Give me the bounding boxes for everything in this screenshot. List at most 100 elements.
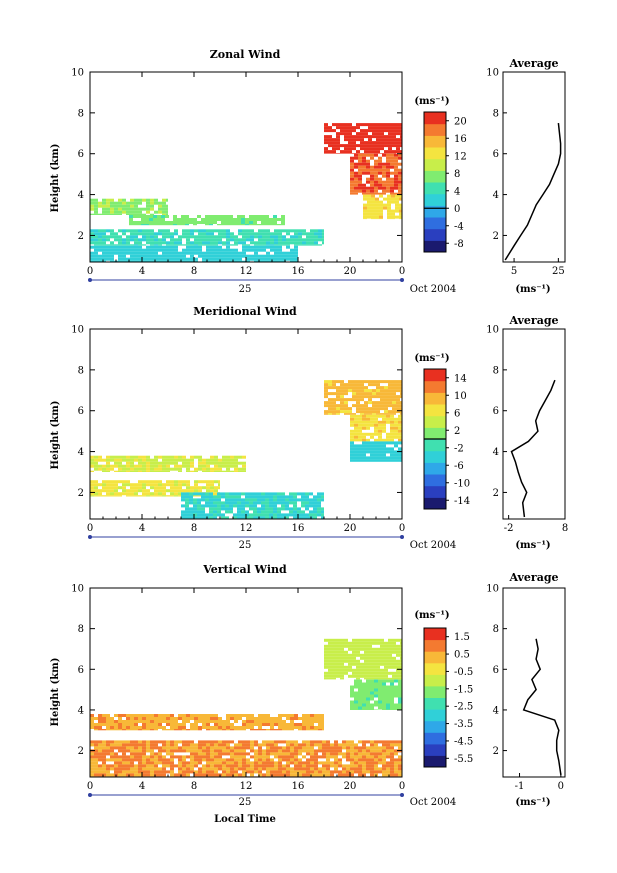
- heatmap-cell: [193, 504, 197, 508]
- heatmap-cell: [149, 224, 153, 226]
- heatmap-cell: [213, 510, 217, 514]
- heatmap-cell: [298, 770, 302, 774]
- heatmap-cell: [134, 470, 138, 472]
- heatmap-cell: [388, 659, 392, 663]
- heatmap-cell: [262, 743, 266, 747]
- heatmap-cell: [182, 251, 186, 255]
- heatmap-cell: [226, 767, 230, 771]
- heatmap-cell: [370, 749, 374, 753]
- heatmap-cell: [158, 720, 162, 723]
- vertical-wind-panel: Vertical Wind Height (km) Average (ms⁻¹)…: [50, 563, 566, 825]
- heatmap-cell: [246, 229, 250, 233]
- heatmap-cell: [350, 186, 354, 190]
- heatmap-cell: [118, 235, 122, 239]
- heatmap-cell: [258, 254, 262, 258]
- heatmap-cell: [182, 755, 186, 759]
- heatmap-cell: [226, 254, 230, 258]
- heatmap-cell: [138, 770, 142, 774]
- heatmap-cell: [274, 729, 278, 731]
- heatmap-cell: [170, 495, 174, 497]
- heatmap-cell: [246, 235, 250, 239]
- heatmap-cell: [364, 641, 368, 645]
- heatmap-cell: [310, 764, 314, 768]
- colorbar-tick-label: -2.5: [454, 702, 473, 713]
- heatmap-cell: [185, 495, 189, 499]
- heatmap-cell: [346, 752, 350, 756]
- heatmap-cell: [336, 647, 340, 651]
- heatmap-cell: [206, 714, 210, 717]
- heatmap-cell: [222, 235, 226, 239]
- y-tick-label: 6: [78, 665, 84, 676]
- average-y-tick-label: 10: [486, 325, 499, 336]
- heatmap-cell: [210, 483, 214, 487]
- heatmap-cell: [154, 257, 158, 261]
- heatmap-cell: [202, 770, 206, 774]
- heatmap-cell: [394, 773, 398, 777]
- heatmap-cell: [190, 758, 194, 762]
- heatmap-cell: [226, 726, 230, 729]
- heatmap-cell: [253, 498, 257, 502]
- heatmap-cell: [237, 498, 241, 502]
- x-tick-label: 16: [292, 266, 305, 277]
- heatmap-cell: [98, 241, 102, 245]
- heatmap-cell: [150, 248, 154, 252]
- heatmap-cell: [362, 740, 366, 744]
- heatmap-cell: [352, 413, 356, 415]
- heatmap-cell: [400, 380, 402, 384]
- heatmap-cell: [122, 752, 126, 756]
- heatmap-cell: [250, 232, 254, 236]
- heatmap-cell: [382, 752, 386, 756]
- heatmap-cell: [286, 761, 290, 765]
- y-tick-label: 2: [78, 488, 84, 499]
- heatmap-cell: [344, 150, 348, 154]
- heatmap-cell: [400, 671, 402, 675]
- heatmap-cell: [106, 726, 110, 729]
- heatmap-cell: [322, 743, 326, 747]
- heatmap-cell: [282, 740, 286, 744]
- heatmap-cell: [374, 447, 378, 451]
- heatmap-cell: [90, 752, 94, 756]
- heatmap-cell: [130, 770, 134, 774]
- heatmap-cell: [162, 207, 166, 211]
- heatmap-cell: [282, 767, 286, 771]
- heatmap-cell: [158, 746, 162, 750]
- heatmap-cell: [226, 248, 230, 252]
- heatmap-cell: [305, 495, 309, 499]
- heatmap-cell: [306, 758, 310, 762]
- heatmap-cell: [305, 498, 309, 502]
- heatmap-cell: [398, 755, 402, 759]
- heatmap-cell: [242, 251, 246, 255]
- heatmap-cell: [170, 241, 174, 245]
- heatmap-cell: [370, 435, 374, 439]
- heatmap-cell: [142, 251, 146, 255]
- heatmap-cell: [142, 486, 146, 490]
- heatmap-cell: [258, 758, 262, 762]
- heatmap-cell: [130, 483, 134, 487]
- heatmap-cell: [225, 510, 229, 514]
- heatmap-cell: [380, 674, 384, 678]
- heatmap-cell: [390, 773, 394, 777]
- heatmap-cell: [282, 720, 286, 723]
- heatmap-cell: [222, 470, 226, 472]
- heatmap-cell: [206, 746, 210, 750]
- heatmap-cell: [150, 726, 154, 729]
- heatmap-cell: [234, 720, 238, 723]
- heatmap-cell: [158, 761, 162, 765]
- heatmap-cell: [338, 770, 342, 774]
- heatmap-cell: [298, 717, 302, 720]
- heatmap-cell: [165, 224, 169, 226]
- average-y-tick-label: 8: [493, 108, 499, 119]
- heatmap-cell: [374, 764, 378, 768]
- heatmap-cell: [138, 201, 142, 205]
- heatmap-cell: [274, 755, 278, 759]
- heatmap-cell: [340, 665, 344, 669]
- heatmap-cell: [394, 444, 398, 448]
- heatmap-cell: [198, 248, 202, 252]
- heatmap-cell: [146, 470, 150, 472]
- heatmap-cell: [241, 510, 245, 514]
- heatmap-cell: [214, 464, 218, 468]
- heatmap-cell: [362, 447, 366, 451]
- heatmap-cell: [394, 177, 398, 181]
- heatmap-cell: [298, 773, 302, 777]
- heatmap-cell: [258, 244, 262, 246]
